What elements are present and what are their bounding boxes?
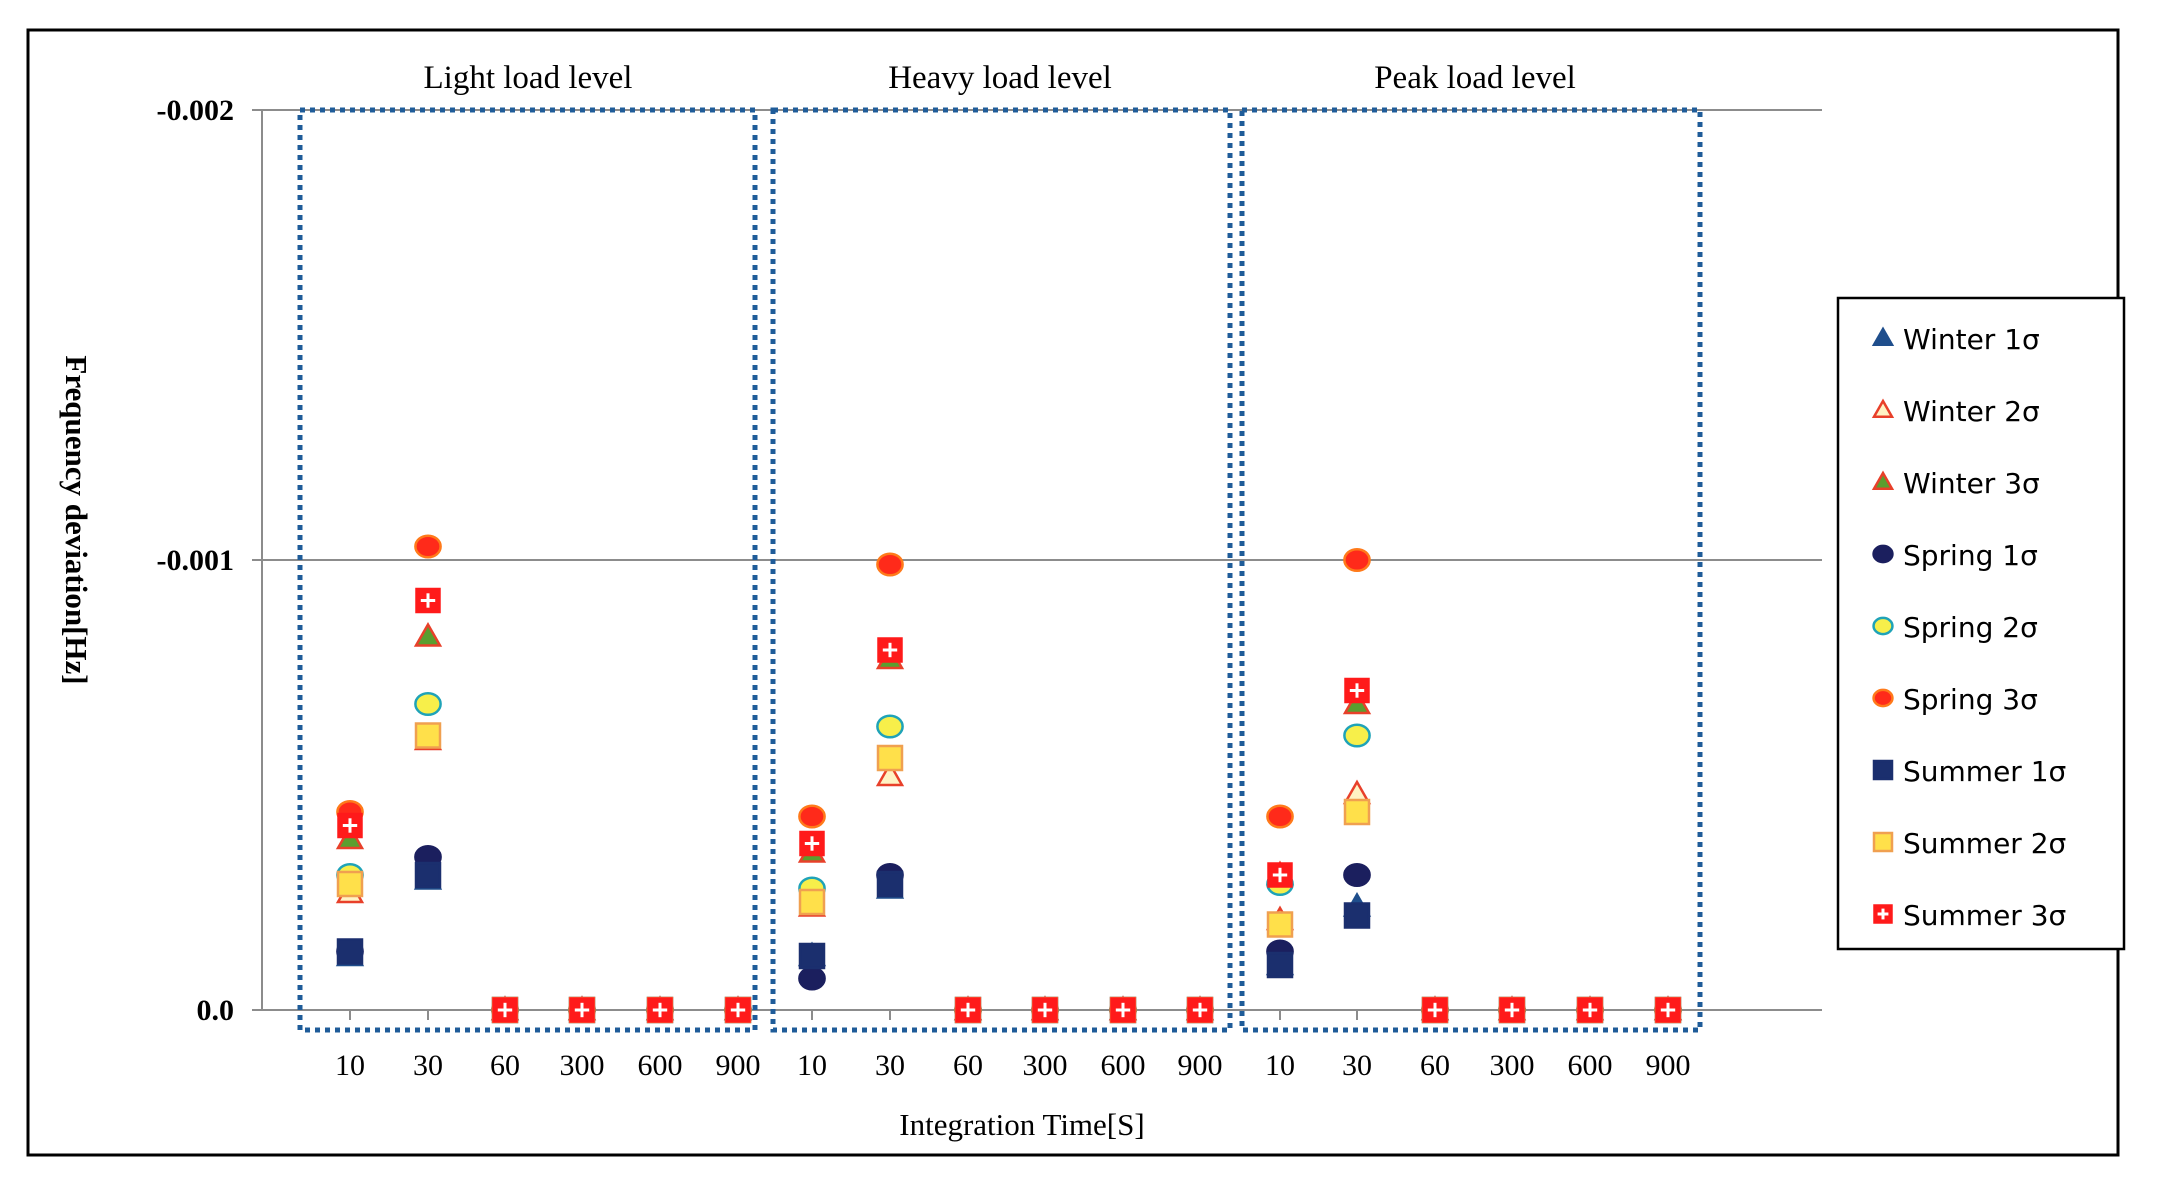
legend-marker — [1872, 544, 1894, 564]
x-tick-label: 10 — [335, 1049, 365, 1082]
x-tick-label: 900 — [1646, 1049, 1691, 1082]
data-point-circle — [798, 804, 826, 829]
panel-layer: Light load level Heavy load level Peak loa… — [297, 60, 1703, 1033]
data-point-square — [876, 744, 904, 772]
data-point-square — [1343, 798, 1371, 826]
legend-marker — [1872, 759, 1894, 781]
x-tick-label: 10 — [797, 1049, 827, 1082]
x-tick-label: 900 — [1178, 1049, 1223, 1082]
data-point-cross-square — [569, 997, 595, 1023]
data-point-circle — [876, 552, 904, 577]
y-tick-label: -0.002 — [157, 94, 235, 127]
x-tick-label: 300 — [560, 1049, 605, 1082]
x-tick-label: 30 — [413, 1049, 443, 1082]
x-tick-label: 600 — [1568, 1049, 1613, 1082]
data-point-cross-square — [415, 587, 441, 614]
legend-label: Winter 2σ — [1903, 395, 2040, 428]
data-point-circle — [414, 691, 442, 717]
x-tick-label: 60 — [490, 1049, 520, 1082]
x-tick-label: 10 — [1265, 1049, 1295, 1082]
x-tick-label: 900 — [716, 1049, 761, 1082]
data-point-cross-square — [1187, 997, 1213, 1023]
legend-label: Spring 3σ — [1903, 683, 2038, 716]
data-point-cross-square — [725, 997, 751, 1023]
panel-title: Light load level — [424, 60, 633, 96]
x-tick-label: 60 — [953, 1049, 983, 1082]
x-tick-label: 300 — [1023, 1049, 1068, 1082]
panel-title: Heavy load level — [888, 60, 1112, 96]
data-point-circle — [1266, 804, 1294, 829]
marks-layer — [335, 534, 1683, 1024]
data-point-cross-square — [1344, 677, 1370, 704]
legend-label: Winter 1σ — [1903, 323, 2040, 356]
legend-marker — [1872, 831, 1894, 853]
chart-outer-border — [26, 28, 2120, 1157]
data-point-circle — [1343, 862, 1371, 888]
data-point-cross-square — [1422, 997, 1448, 1023]
y-tick-label: -0.001 — [157, 544, 235, 577]
x-tick-label: 30 — [875, 1049, 905, 1082]
x-tick-label: 300 — [1490, 1049, 1535, 1082]
data-point-triangle — [875, 761, 905, 787]
data-point-circle — [1343, 547, 1371, 573]
legend-label: Summer 3σ — [1903, 899, 2066, 932]
legend-marker — [1871, 470, 1895, 490]
axis-layer: -0.002 -0.001 0.0 10 30 60 300 600 900 10 30 60 300 6… — [157, 94, 1691, 1082]
data-point-cross-square — [492, 997, 518, 1023]
data-point-square — [798, 888, 826, 916]
data-point-square — [798, 942, 826, 970]
x-tick-label: 600 — [638, 1049, 683, 1082]
data-point-square — [414, 722, 442, 749]
legend-label: Winter 3σ — [1903, 467, 2040, 500]
data-point-circle — [414, 534, 442, 559]
data-point-square — [414, 861, 442, 889]
data-point-cross-square — [877, 637, 903, 663]
x-tick-label: 600 — [1101, 1049, 1146, 1082]
data-point-cross-square — [1499, 997, 1525, 1023]
data-point-square — [336, 870, 364, 898]
legend-label: Spring 2σ — [1903, 611, 2038, 644]
data-point-cross-square — [1577, 997, 1603, 1023]
legend-label: Spring 1σ — [1903, 539, 2038, 572]
data-point-square — [1266, 951, 1294, 979]
data-point-square — [1266, 911, 1294, 938]
panel-title: Peak load level — [1374, 60, 1576, 96]
legend-marker — [1873, 904, 1893, 924]
data-point-cross-square — [1032, 997, 1058, 1023]
data-point-cross-square — [799, 830, 825, 857]
x-tick-label: 60 — [1420, 1049, 1450, 1082]
x-tick-label: 30 — [1342, 1049, 1372, 1082]
data-point-circle — [798, 966, 826, 991]
data-point-triangle — [413, 621, 443, 647]
y-tick-label: 0.0 — [197, 994, 235, 1027]
data-point-cross-square — [1655, 997, 1681, 1023]
panel-box — [297, 107, 758, 1033]
data-point-square — [876, 870, 904, 898]
data-point-cross-square — [1267, 862, 1293, 888]
legend-marker — [1872, 688, 1894, 708]
data-point-cross-square — [337, 812, 363, 839]
data-point-square — [1343, 902, 1371, 929]
data-point-circle — [1343, 723, 1371, 748]
legend: Winter 1σ Winter 2σ Winter 3σ Spring 1σ Spri… — [1836, 296, 2126, 951]
y-axis-title: Frequency deviation[Hz] — [59, 355, 94, 684]
legend-marker — [1872, 616, 1894, 636]
legend-label: Summer 2σ — [1903, 827, 2066, 860]
data-point-cross-square — [955, 997, 981, 1023]
panel-box — [770, 107, 1233, 1033]
data-point-cross-square — [647, 997, 673, 1023]
data-point-cross-square — [1110, 997, 1136, 1023]
x-axis-title: Integration Time[S] — [899, 1107, 1144, 1142]
legend-marker — [1871, 398, 1895, 418]
data-point-square — [336, 938, 364, 965]
data-point-circle — [876, 714, 904, 739]
legend-label: Summer 1σ — [1903, 755, 2066, 788]
legend-marker — [1871, 326, 1895, 346]
